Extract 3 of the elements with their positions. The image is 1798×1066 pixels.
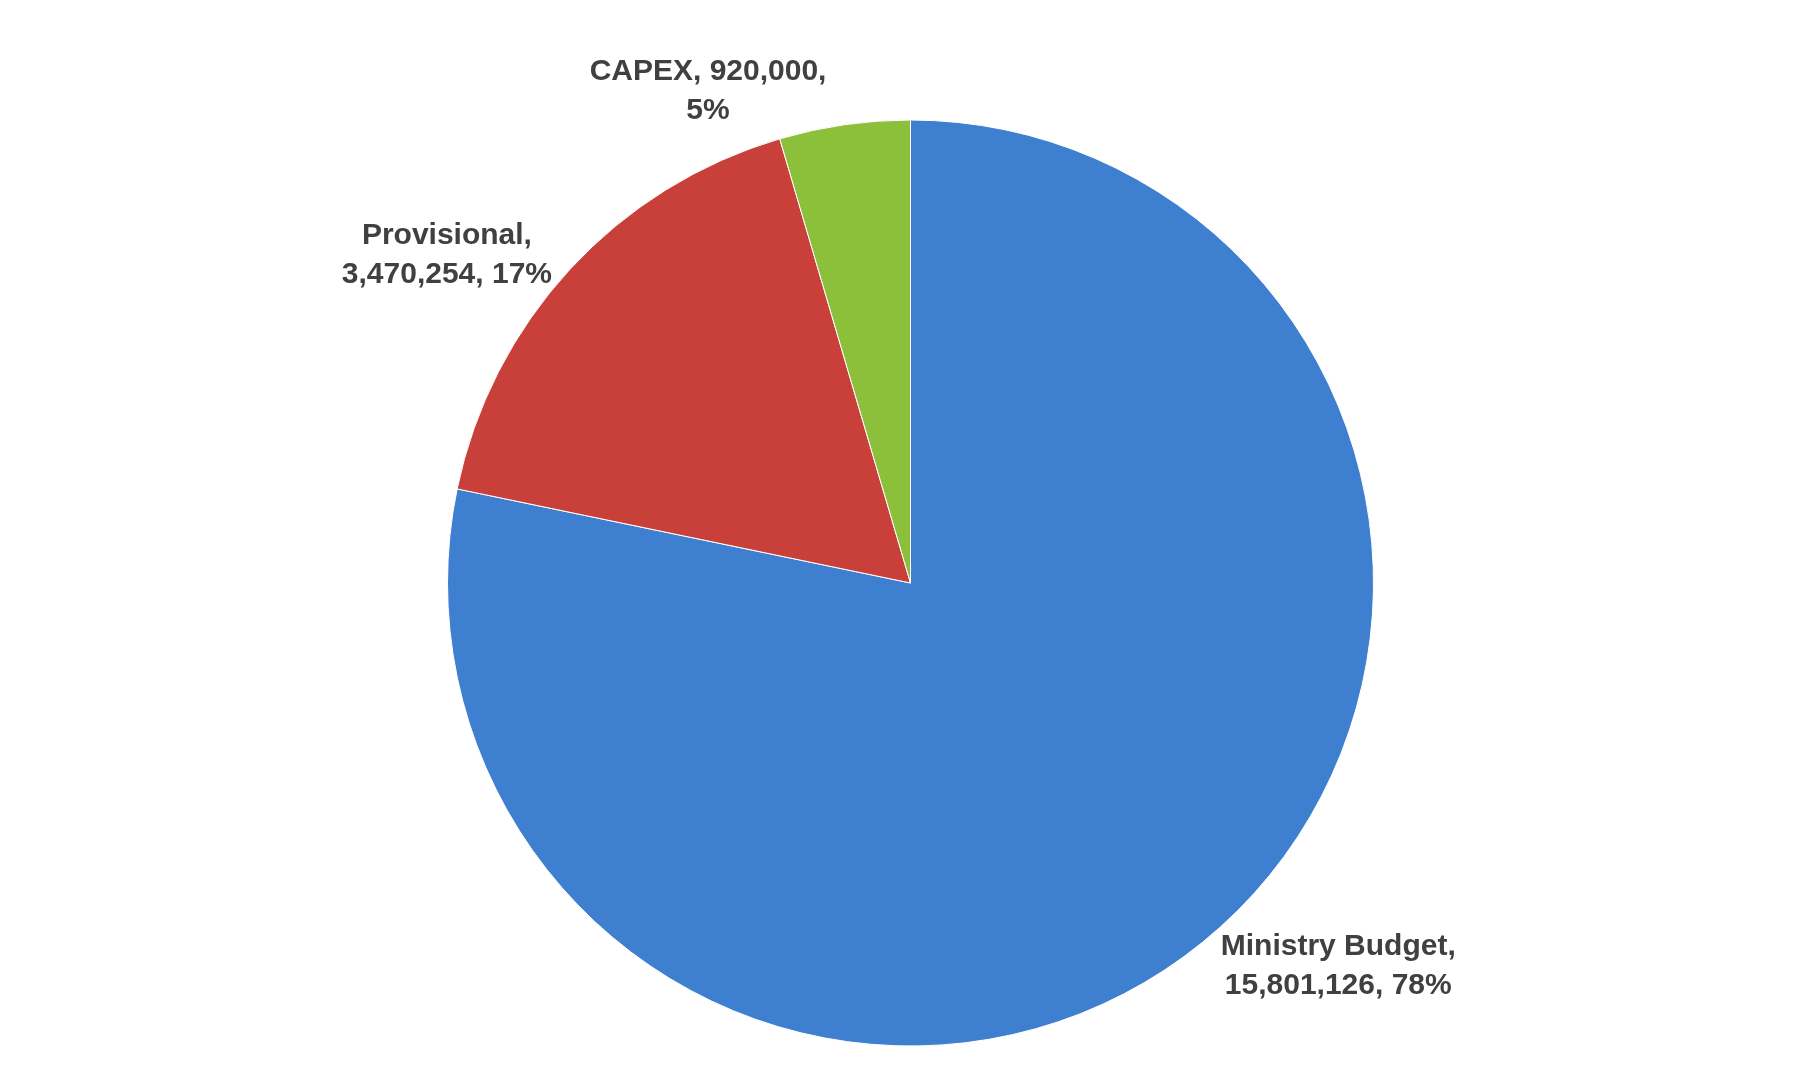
slice-label: Ministry Budget, 15,801,126, 78% [1220, 927, 1456, 1000]
slice-label: CAPEX, 920,000, 5% [589, 53, 827, 126]
slice-label: Provisional, 3,470,254, 17% [341, 216, 553, 289]
